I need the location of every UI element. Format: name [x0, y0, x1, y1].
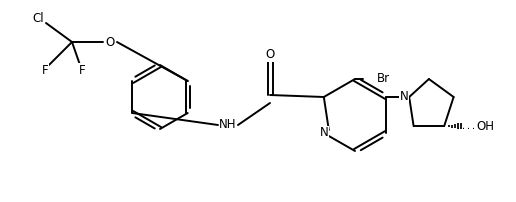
- Text: Cl: Cl: [32, 12, 44, 24]
- Text: OH: OH: [476, 120, 494, 133]
- Text: N: N: [400, 90, 409, 103]
- Text: N: N: [319, 126, 328, 140]
- Text: NH: NH: [219, 119, 237, 132]
- Text: F: F: [42, 63, 49, 77]
- Text: F: F: [78, 63, 85, 77]
- Text: Br: Br: [377, 73, 390, 85]
- Text: ....: ....: [456, 122, 476, 130]
- Text: O: O: [105, 36, 115, 48]
- Text: O: O: [265, 48, 275, 61]
